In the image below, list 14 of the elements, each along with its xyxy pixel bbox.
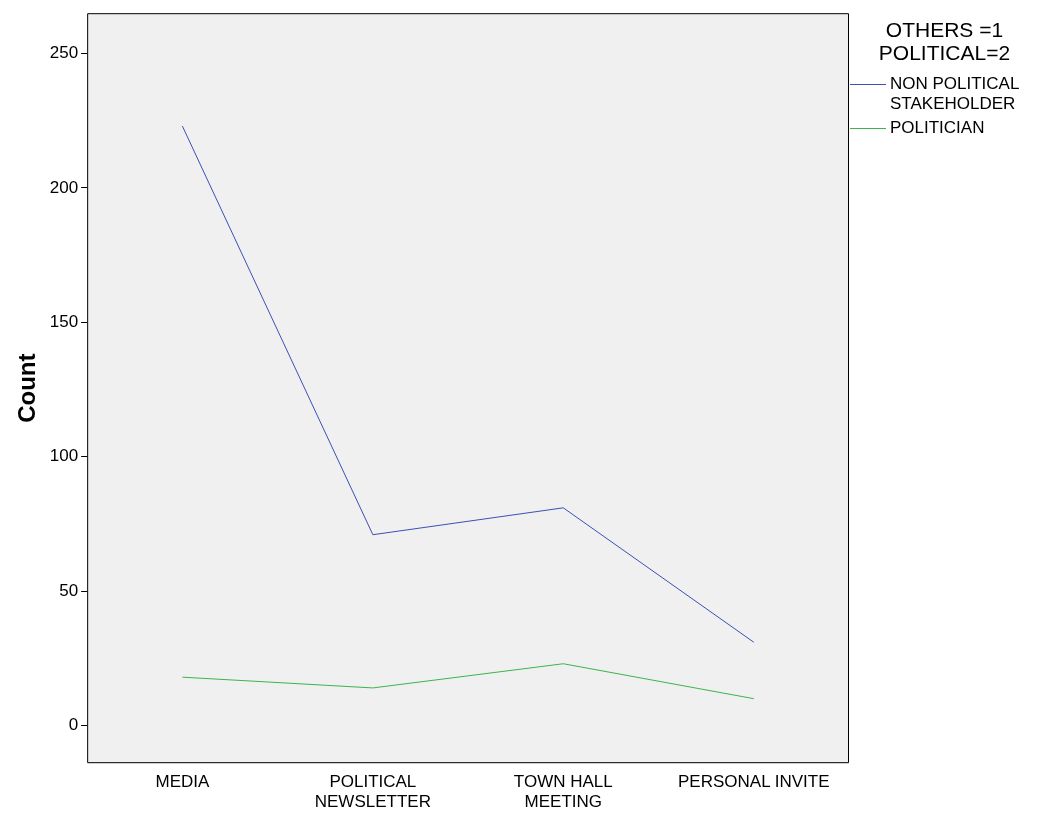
legend-label: NON POLITICAL STAKEHOLDER: [890, 74, 1020, 114]
y-tick-label: 50: [59, 580, 79, 600]
x-tick-label: TOWN HALL MEETING: [513, 772, 613, 812]
y-tick-label: 100: [49, 446, 79, 466]
y-tick-label: 0: [68, 715, 79, 735]
x-tick-label: POLITICAL NEWSLETTER: [314, 772, 431, 812]
y-tick-label: 250: [49, 43, 79, 63]
y-axis-title: Count: [13, 353, 41, 423]
y-tick-label: 150: [49, 312, 79, 332]
legend-title: OTHERS =1 POLITICAL=2: [877, 18, 1012, 64]
y-tick-label: 200: [49, 177, 79, 197]
x-tick-label: PERSONAL INVITE: [678, 772, 830, 792]
x-tick-label: MEDIA: [155, 772, 210, 792]
legend-label: POLITICIAN: [890, 118, 985, 138]
